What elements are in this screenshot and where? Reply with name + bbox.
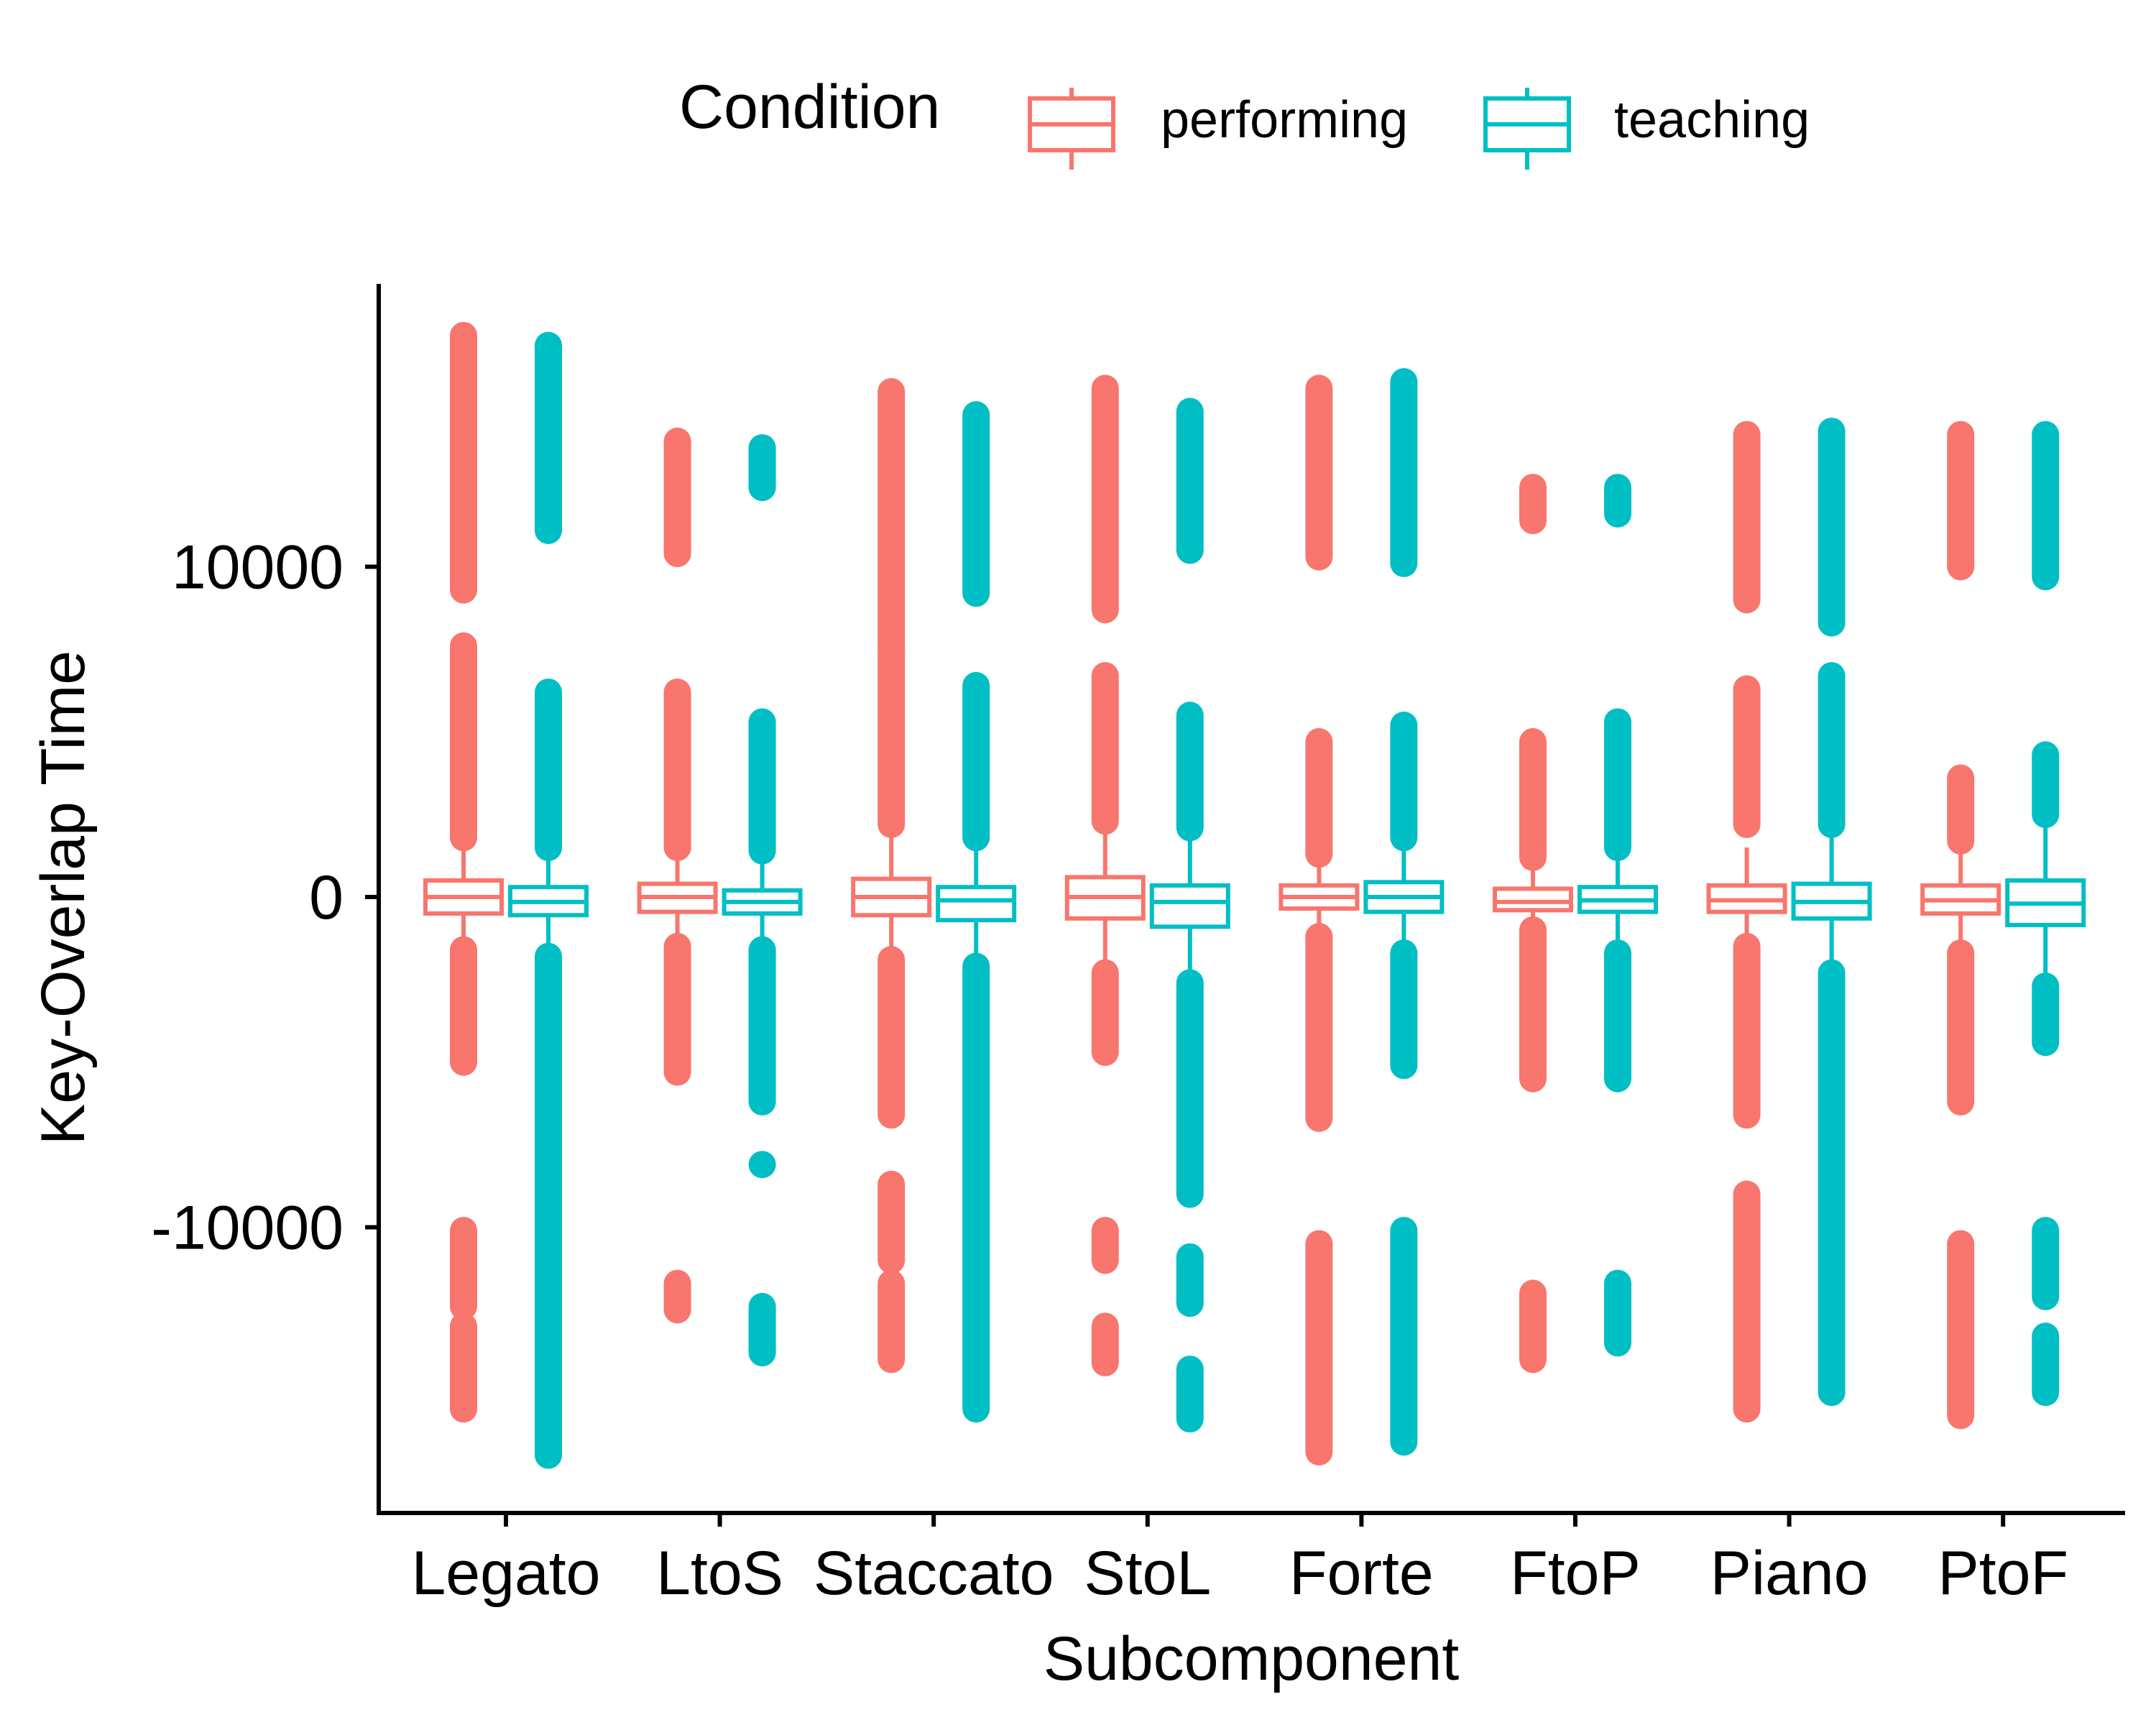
x-tick-label: LtoS (656, 1539, 783, 1608)
x-tick-label: Staccato (814, 1539, 1054, 1608)
x-tick-label: Forte (1289, 1539, 1434, 1608)
legend-item: performing (1028, 88, 1408, 170)
box-iqr (936, 885, 1017, 923)
x-tick-label: Legato (411, 1539, 600, 1608)
legend-title: Condition (679, 73, 940, 142)
y-axis-title: Key-Overlap Time (29, 650, 98, 1145)
x-tick-label: StoL (1084, 1539, 1211, 1608)
y-tick-label: 10000 (172, 533, 344, 602)
box-iqr (1149, 883, 1230, 929)
legend-label: teaching (1614, 91, 1810, 149)
outlier-point (748, 1151, 776, 1179)
legend: Condition performing teaching (679, 73, 1810, 170)
box-iqr (1493, 886, 1573, 913)
x-tick-label: PtoF (1938, 1539, 2068, 1608)
y-tick-label: -10000 (151, 1194, 344, 1263)
legend-item: teaching (1483, 88, 1810, 170)
plot-area (423, 321, 2086, 1469)
x-tick-label: Piano (1710, 1539, 1869, 1608)
y-tick-label: 0 (309, 863, 344, 932)
x-tick-label: FtoP (1510, 1539, 1641, 1608)
legend-label: performing (1161, 91, 1408, 149)
x-axis-title: Subcomponent (1044, 1624, 1460, 1693)
axes: -10000 0 10000 Legato LtoS Staccato StoL Forte F… (151, 284, 2125, 1608)
